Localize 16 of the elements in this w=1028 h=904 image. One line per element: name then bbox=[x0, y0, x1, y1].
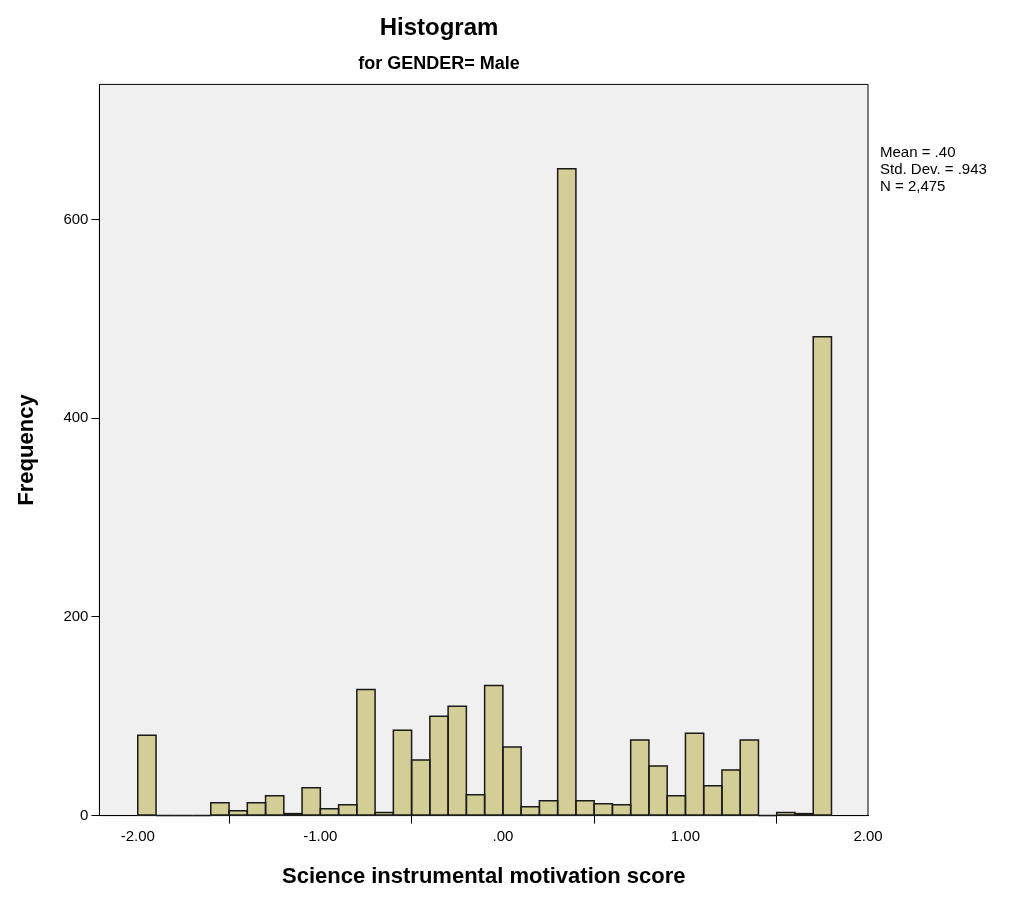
text: Std. Dev. = .943 bbox=[880, 160, 987, 177]
y-tick-label: 400 bbox=[63, 408, 89, 426]
chart-title: Histogram bbox=[379, 13, 499, 41]
x-tick-label: 1.00 bbox=[670, 826, 701, 844]
y-tick-label: 0 bbox=[80, 805, 89, 823]
y-tick-label: 600 bbox=[63, 209, 89, 227]
x-tick-label: 2.00 bbox=[853, 826, 883, 844]
x-tick-label: .00 bbox=[492, 826, 514, 844]
x-tick-label: -2.00 bbox=[120, 826, 155, 844]
text: Mean = .40 bbox=[880, 143, 957, 160]
y-axis-title: Frequency bbox=[13, 393, 39, 506]
x-axis-title: Science instrumental motivation score bbox=[281, 862, 686, 888]
chart-subtitle: for GENDER= Male bbox=[358, 52, 520, 73]
y-tick-label: 200 bbox=[63, 607, 89, 625]
x-tick-label: -1.00 bbox=[303, 826, 338, 844]
text: N = 2,475 bbox=[880, 177, 947, 194]
